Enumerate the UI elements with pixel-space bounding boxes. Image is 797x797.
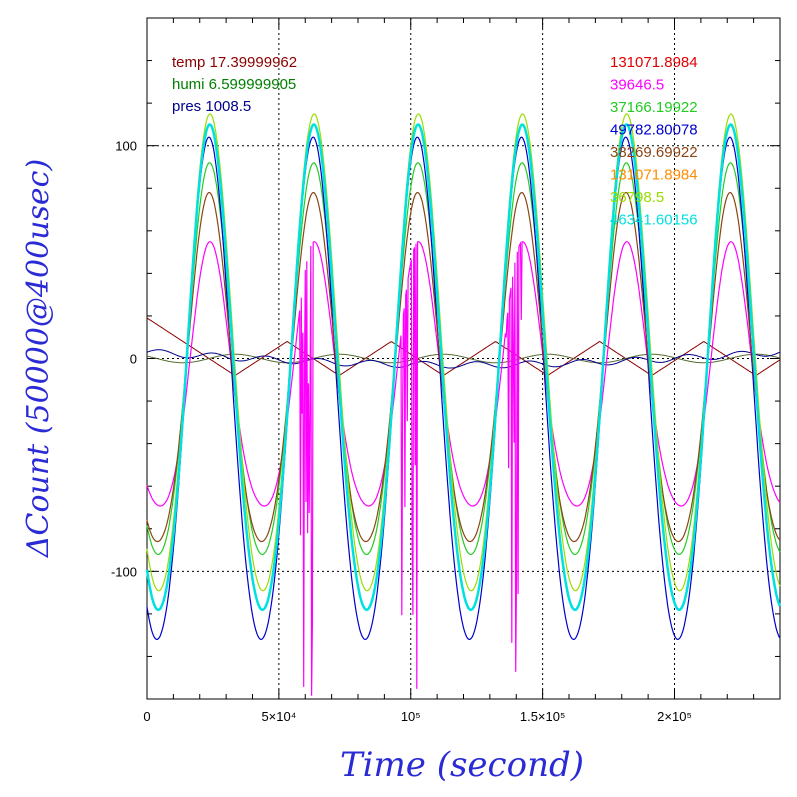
x-tick-label: 2×10⁵ bbox=[657, 709, 692, 724]
series-line bbox=[146, 191, 781, 543]
y-axis-title: ΔCount (50000@400usec) bbox=[21, 159, 56, 558]
series-line bbox=[146, 113, 781, 592]
env-series-line bbox=[146, 353, 781, 364]
series-layer bbox=[145, 113, 782, 696]
series-legend-entry: 49782.80078 bbox=[610, 122, 698, 139]
y-tick-label: 0 bbox=[130, 352, 137, 367]
series-legend-entry: 37166.19922 bbox=[610, 99, 698, 116]
x-axis-title: Time (second) bbox=[340, 745, 584, 785]
env-legend-entry: humi 6.599999905 bbox=[172, 76, 296, 93]
x-tick-label: 10⁵ bbox=[401, 709, 421, 724]
series-legend-entry: 131071.8984 bbox=[610, 54, 698, 71]
series-line bbox=[146, 162, 781, 556]
y-tick-label: -100 bbox=[111, 564, 137, 579]
x-tick-label: 0 bbox=[143, 709, 150, 724]
y-tick-label: 100 bbox=[115, 139, 137, 154]
tick-labels: 0 5×10⁴ 10⁵ 1.5×10⁵ 2×10⁵ 100 0 -100 bbox=[111, 139, 692, 724]
series-line bbox=[146, 136, 781, 641]
env-legend-entry: pres 1008.5 bbox=[172, 98, 251, 115]
env-legend-entry: temp 17.39999962 bbox=[172, 54, 297, 71]
series-line bbox=[145, 123, 782, 612]
x-tick-label: 1.5×10⁵ bbox=[520, 709, 566, 724]
series-legend-entry: 131071.8984 bbox=[610, 167, 698, 184]
series-legend-entry: 46341.60156 bbox=[610, 212, 698, 229]
series-legend-entry: 38269.69922 bbox=[610, 144, 698, 161]
env-series-line bbox=[146, 349, 781, 369]
env-series-line bbox=[146, 317, 781, 377]
series-legend-entry: 39646.5 bbox=[610, 77, 664, 94]
x-tick-label: 5×10⁴ bbox=[261, 709, 296, 724]
legend: temp 17.39999962 humi 6.599999905 pres 100… bbox=[172, 54, 698, 229]
series-legend-entry: 36798.5 bbox=[610, 189, 664, 206]
series-line bbox=[146, 241, 781, 696]
